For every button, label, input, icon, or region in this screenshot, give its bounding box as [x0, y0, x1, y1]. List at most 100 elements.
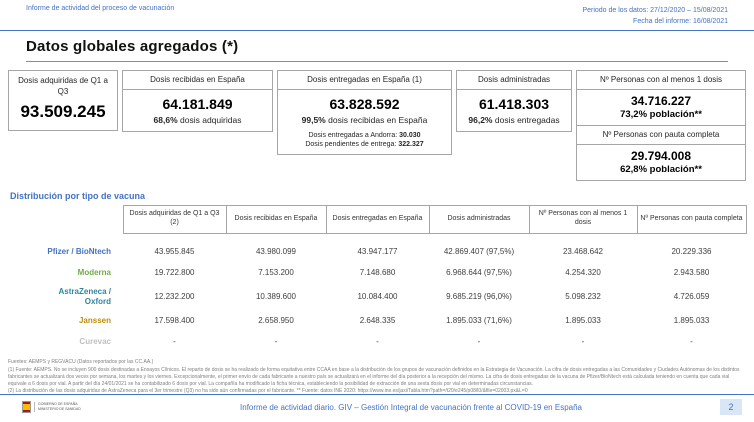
administered-doses-value: 61.418.303	[478, 95, 550, 112]
page-number-badge: 2	[720, 399, 742, 415]
administered-doses-box: Dosis administradas 61.418.303 96,2% dos…	[456, 70, 572, 132]
table-cell: 2.648.335	[359, 316, 396, 326]
table-cell: -	[274, 337, 278, 347]
footer: GOBIERNO DE ESPAÑA MINISTERIO DE SANIDAD…	[0, 394, 754, 422]
administered-pct-label: dosis entregadas	[492, 114, 560, 125]
delivered-pct-value: 99,5%	[301, 114, 326, 125]
pending-value: 322.327	[398, 140, 424, 148]
table-cell: 1.895.033 (71,6%)	[446, 316, 512, 326]
logo-text-top: GOBIERNO DE ESPAÑA	[38, 402, 78, 407]
table-cell: -	[477, 337, 481, 347]
table-cell: 4.726.059	[673, 292, 710, 302]
table-cell: -	[173, 337, 176, 347]
footnote-2: (2) La distribución de las dosis adquiri…	[8, 388, 528, 395]
delivered-pct-label: dosis recibidas en España	[325, 114, 428, 125]
col-header-delivered: Dosis entregadas en España	[325, 204, 430, 234]
full-schedule-label: Nº Personas con pauta completa	[577, 126, 745, 145]
table-cell: -	[376, 337, 379, 347]
report-header-title: Informe de actividad del proceso de vacu…	[26, 5, 175, 12]
table-cell: 19.722.800	[154, 268, 195, 278]
andorra-value: 30.030	[399, 131, 421, 139]
table-spacer-cell	[8, 233, 746, 241]
delivered-doses-label: Dosis entregadas en España (1)	[278, 71, 451, 90]
top-divider	[0, 30, 754, 32]
col-header-acquired: Dosis adquiridas de Q1 a Q3 (2)	[122, 204, 227, 234]
received-doses-pct: 68,6% dosis adquiridas	[123, 114, 272, 131]
table-cell: 7.153.200	[258, 268, 294, 278]
received-doses-box: Dosis recibidas en España 64.181.849 68,…	[122, 70, 273, 132]
table-cell: -	[690, 337, 693, 347]
table-cell: 9.685.219 (96,0%)	[446, 292, 512, 302]
received-pct-value: 68,6%	[153, 114, 178, 125]
table-cell: 6.968.644 (97,5%)	[446, 268, 512, 278]
table-cell: 4.254.320	[565, 268, 601, 278]
table-cell: 43.980.099	[255, 247, 297, 257]
table-cell: 42.869.407 (97,5%)	[443, 247, 515, 257]
table-cell: 10.084.400	[357, 292, 398, 302]
table-row-moderna: Moderna 19.722.800 7.153.200 7.148.680 6…	[8, 262, 746, 283]
table-cell: 12.232.200	[154, 292, 195, 302]
delivered-doses-box: Dosis entregadas en España (1) 63.828.59…	[277, 70, 452, 155]
col-header-received: Dosis recibidas en España	[225, 204, 327, 234]
footnote-1: (1) Fuente: AEMPS. No se incluyen 900 do…	[8, 367, 740, 387]
administered-doses-label: Dosis administradas	[457, 71, 571, 90]
title-section: Datos globales agregados (*)	[0, 31, 754, 63]
administered-doses-pct: 96,2% dosis entregadas	[457, 114, 571, 131]
full-schedule-pct: 62,8% población**	[620, 163, 702, 175]
delivered-doses-value: 63.828.592	[329, 95, 400, 112]
col-header-full: Nº Personas con pauta completa	[636, 204, 747, 234]
row-label-pfizer: Pfizer / BioNtech	[47, 246, 111, 256]
delivered-doses-pct: 99,5% dosis recibidas en España	[278, 114, 451, 131]
pending-doses: Dosis pendientes de entrega: 322.327	[278, 140, 451, 154]
one-dose-label: Nº Personas con al menos 1 dosis	[577, 71, 745, 90]
table-cell: 1.895.033	[673, 316, 710, 326]
table-cell: 10.389.600	[255, 292, 297, 302]
acquired-doses-box: Dosis adquiridas de Q1 a Q3 93.509.245	[8, 70, 118, 132]
andorra-label: Dosis entregadas a Andorra:	[308, 131, 400, 139]
administered-pct-value: 96,2%	[468, 114, 493, 125]
footer-content: GOBIERNO DE ESPAÑA MINISTERIO DE SANIDAD…	[0, 395, 754, 422]
col-header-administered: Dosis administradas	[428, 204, 530, 234]
table-cell: 1.895.033	[565, 316, 601, 326]
table-row-curevac: Curevac - - - - - -	[8, 331, 746, 352]
vaccine-distribution-table: Dosis adquiridas de Q1 a Q3 (2) Dosis re…	[8, 204, 747, 353]
one-dose-pct: 73,2% población**	[620, 108, 702, 120]
footer-divider	[0, 394, 754, 395]
summary-metrics: Dosis adquiridas de Q1 a Q3 93.509.245 D…	[8, 70, 746, 181]
table-cell: 43.955.845	[154, 247, 195, 257]
people-box-divider	[577, 124, 745, 126]
footnotes: Fuentes: AEMPS y REGVACU (Datos reportad…	[8, 359, 746, 395]
table-cell: 2.943.580	[673, 268, 710, 278]
table-cell: 23.468.642	[562, 247, 604, 257]
row-label-curevac: Curevac	[79, 336, 111, 346]
report-date: Fecha del informe: 16/08/2021	[633, 18, 728, 26]
gobierno-espana-logo: GOBIERNO DE ESPAÑA MINISTERIO DE SANIDAD	[22, 401, 102, 413]
spain-coat-of-arms-icon	[22, 401, 31, 413]
table-cell: 7.148.680	[359, 268, 396, 278]
logo-text: GOBIERNO DE ESPAÑA MINISTERIO DE SANIDAD	[34, 402, 81, 412]
table-cell: 20.229.336	[671, 247, 712, 257]
table-cell: 5.098.232	[565, 292, 601, 302]
full-schedule-value: 29.794.008	[630, 148, 692, 163]
table-row-janssen: Janssen 17.598.400 2.658.950 2.648.335 1…	[8, 310, 746, 331]
report-header-meta: Periodo de los datos: 27/12/2020 – 15/08…	[582, 5, 728, 27]
footer-caption: Informe de actividad diario. GIV – Gesti…	[240, 402, 582, 412]
received-doses-label: Dosis recibidas en España	[123, 71, 272, 90]
footnote-sources: Fuentes: AEMPS y REGVACU (Datos reportad…	[8, 359, 154, 366]
one-dose-value: 34.716.227	[630, 93, 692, 108]
table-header-row: Dosis adquiridas de Q1 a Q3 (2) Dosis re…	[8, 204, 747, 234]
acquired-doses-value: 93.509.245	[20, 102, 106, 122]
table-cell: 2.658.950	[258, 316, 294, 326]
acquired-doses-label: Dosis adquiridas de Q1 a Q3	[18, 76, 108, 96]
table-row-pfizer: Pfizer / BioNtech 43.955.845 43.980.099 …	[8, 241, 746, 262]
people-vaccinated-box: Nº Personas con al menos 1 dosis 34.716.…	[576, 70, 746, 181]
row-label-moderna: Moderna	[77, 267, 111, 277]
page-title: Datos globales agregados (*)	[26, 38, 728, 63]
table-cell: 43.947.177	[357, 247, 398, 257]
col-header-one-dose: Nº Personas con al menos 1 dosis	[528, 204, 638, 234]
received-pct-label: dosis adquiridas	[177, 114, 242, 125]
andorra-doses: Dosis entregadas a Andorra: 30.030	[278, 131, 451, 140]
row-label-janssen: Janssen	[78, 315, 111, 325]
pending-label: Dosis pendientes de entrega:	[305, 140, 399, 148]
